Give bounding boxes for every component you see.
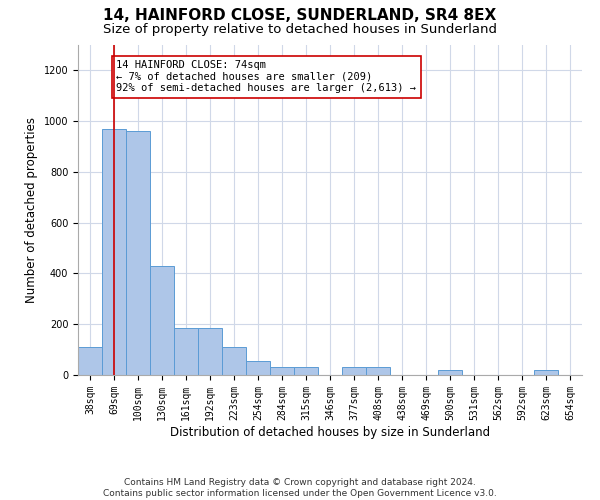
Bar bbox=[534, 370, 558, 375]
Bar bbox=[174, 328, 198, 375]
Text: 14, HAINFORD CLOSE, SUNDERLAND, SR4 8EX: 14, HAINFORD CLOSE, SUNDERLAND, SR4 8EX bbox=[103, 8, 497, 22]
Bar bbox=[198, 328, 222, 375]
Bar bbox=[78, 347, 102, 375]
Y-axis label: Number of detached properties: Number of detached properties bbox=[25, 117, 38, 303]
Bar bbox=[342, 368, 366, 375]
Bar bbox=[150, 266, 174, 375]
Bar bbox=[294, 368, 318, 375]
Text: Contains HM Land Registry data © Crown copyright and database right 2024.
Contai: Contains HM Land Registry data © Crown c… bbox=[103, 478, 497, 498]
Bar bbox=[366, 368, 390, 375]
Text: 14 HAINFORD CLOSE: 74sqm
← 7% of detached houses are smaller (209)
92% of semi-d: 14 HAINFORD CLOSE: 74sqm ← 7% of detache… bbox=[116, 60, 416, 94]
Text: Size of property relative to detached houses in Sunderland: Size of property relative to detached ho… bbox=[103, 22, 497, 36]
Bar bbox=[222, 347, 246, 375]
Bar bbox=[246, 361, 270, 375]
Bar bbox=[126, 132, 150, 375]
Bar bbox=[102, 129, 126, 375]
X-axis label: Distribution of detached houses by size in Sunderland: Distribution of detached houses by size … bbox=[170, 426, 490, 438]
Bar bbox=[438, 370, 462, 375]
Bar bbox=[270, 368, 294, 375]
